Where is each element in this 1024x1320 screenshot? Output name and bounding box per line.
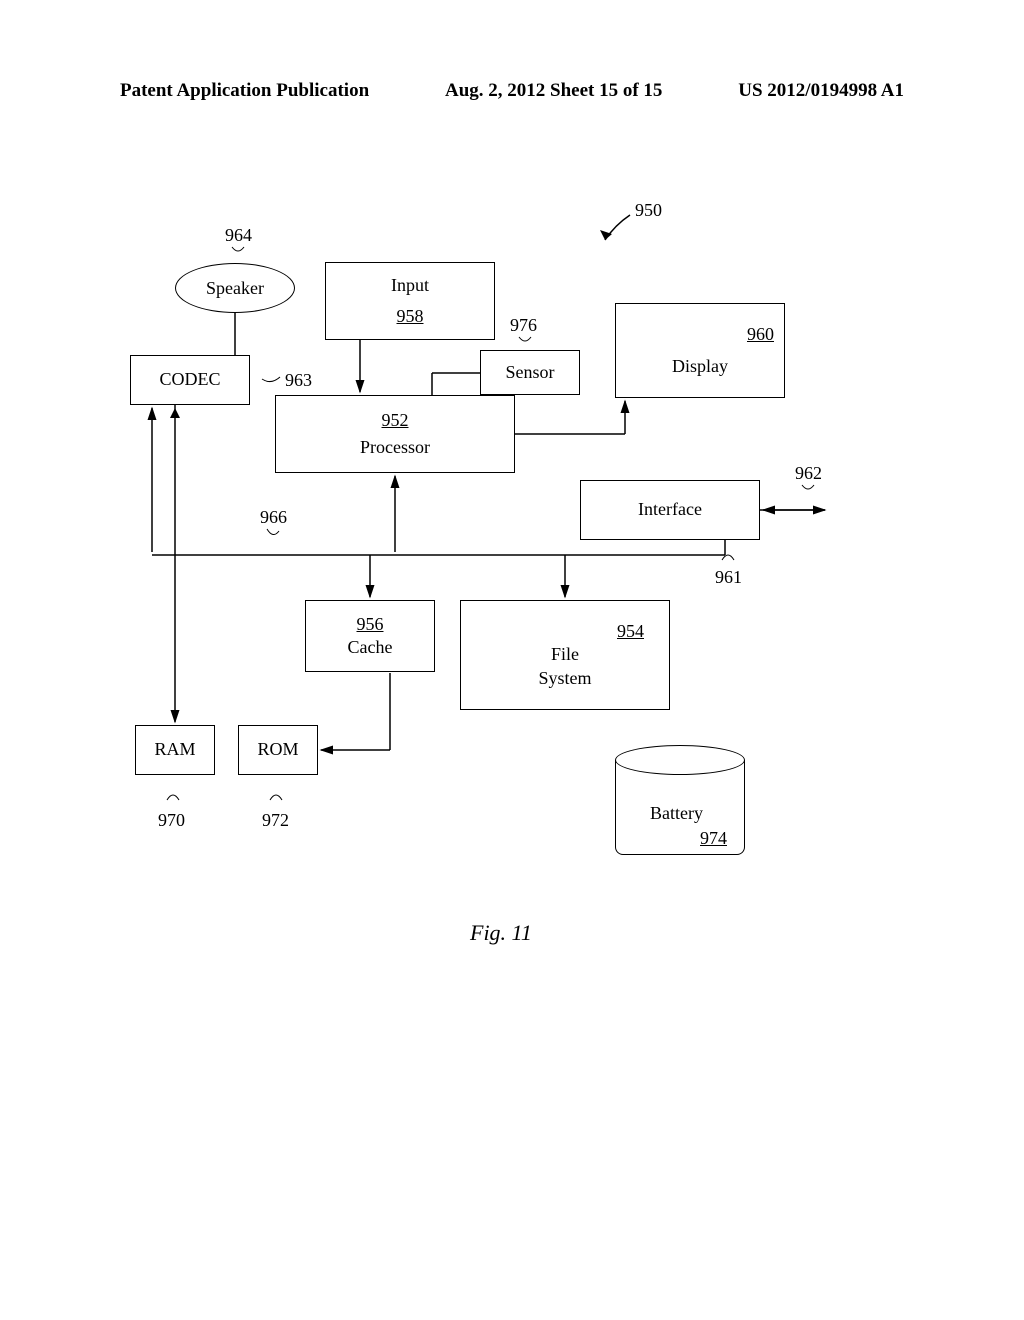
interface-label: Interface bbox=[638, 498, 702, 521]
interface-ref-label: 961 bbox=[715, 567, 742, 588]
header-left: Patent Application Publication bbox=[120, 80, 369, 102]
processor-ref: 952 bbox=[382, 409, 409, 432]
rom-ref-label: 972 bbox=[262, 810, 289, 831]
rom-block: ROM bbox=[238, 725, 318, 775]
codec-label: CODEC bbox=[159, 368, 220, 391]
processor-block: 952 Processor bbox=[275, 395, 515, 473]
codec-block: CODEC bbox=[130, 355, 250, 405]
cache-label: Cache bbox=[348, 636, 393, 659]
display-ref: 960 bbox=[747, 323, 774, 346]
speaker-ref-label: 964 bbox=[225, 225, 252, 246]
input-label: Input bbox=[391, 274, 429, 297]
interface-block: Interface bbox=[580, 480, 760, 540]
speaker-block: Speaker bbox=[175, 263, 295, 313]
rom-tick bbox=[268, 788, 284, 804]
block-diagram: 950 964 Speaker Input 958 976 Sensor 960… bbox=[110, 190, 910, 970]
cache-block: 956 Cache bbox=[305, 600, 435, 672]
speaker-label: Speaker bbox=[206, 278, 264, 299]
ram-tick bbox=[165, 788, 181, 804]
ram-ref-label: 970 bbox=[158, 810, 185, 831]
sensor-label: Sensor bbox=[506, 361, 555, 384]
cache-ref: 956 bbox=[357, 613, 384, 636]
sensor-block: Sensor bbox=[480, 350, 580, 395]
ram-label: RAM bbox=[154, 738, 195, 761]
interface-tick bbox=[720, 548, 736, 564]
interface-ext-tick bbox=[800, 483, 816, 499]
battery-ref: 974 bbox=[700, 828, 727, 849]
input-ref: 958 bbox=[397, 305, 424, 328]
battery-label: Battery bbox=[650, 803, 703, 824]
filesystem-label1: File bbox=[551, 643, 579, 666]
sensor-ref-label: 976 bbox=[510, 315, 537, 336]
interface-ext-ref-label: 962 bbox=[795, 463, 822, 484]
speaker-tick bbox=[230, 245, 246, 261]
bus-ref-label: 966 bbox=[260, 507, 287, 528]
processor-label: Processor bbox=[360, 436, 430, 459]
header-center: Aug. 2, 2012 Sheet 15 of 15 bbox=[445, 80, 662, 102]
filesystem-ref: 954 bbox=[617, 620, 644, 643]
display-block: 960 Display bbox=[615, 303, 785, 398]
input-block: Input 958 bbox=[325, 262, 495, 340]
ram-block: RAM bbox=[135, 725, 215, 775]
figure-caption: Fig. 11 bbox=[470, 920, 532, 946]
filesystem-label2: System bbox=[538, 667, 591, 690]
bus-tick bbox=[265, 527, 281, 543]
codec-ref-label: 963 bbox=[285, 370, 312, 391]
display-label: Display bbox=[672, 355, 728, 378]
filesystem-block: 954 File System bbox=[460, 600, 670, 710]
system-ref-label: 950 bbox=[635, 200, 662, 221]
rom-label: ROM bbox=[257, 738, 298, 761]
codec-tick bbox=[260, 373, 282, 389]
sensor-tick bbox=[517, 335, 533, 351]
header-right: US 2012/0194998 A1 bbox=[738, 80, 904, 102]
